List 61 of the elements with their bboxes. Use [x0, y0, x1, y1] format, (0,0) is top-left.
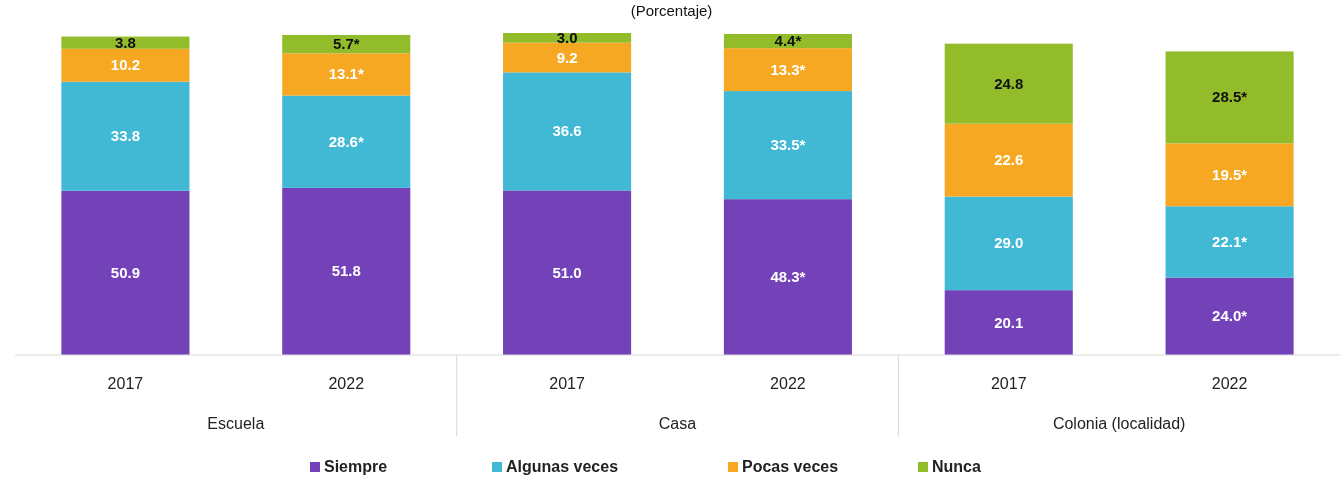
- bar: [1165, 51, 1294, 144]
- data-label: 13.3*: [770, 60, 806, 78]
- text: Colonia (localidad): [1052, 415, 1186, 432]
- bar: [61, 190, 190, 355]
- data-label: 48.3*: [770, 268, 806, 286]
- data-label: 51.0: [552, 263, 582, 281]
- bar: [723, 199, 852, 355]
- data-label: 13.1*: [328, 65, 364, 83]
- legend-label: Nunca: [932, 458, 981, 475]
- data-label: 4.4*: [774, 32, 802, 50]
- data-label: 3.8: [114, 33, 136, 51]
- data-label: 28.6*: [328, 132, 364, 150]
- legend-label: Pocas veces: [742, 458, 839, 475]
- x-tick-label: 2017: [107, 375, 144, 392]
- data-label: 33.8: [110, 127, 141, 145]
- data-label: 5.7*: [332, 35, 360, 53]
- bar: [944, 43, 1073, 124]
- data-label: 29.0: [994, 234, 1024, 252]
- data-label: 19.5*: [1212, 165, 1248, 183]
- data-label: 24.0*: [1212, 307, 1248, 325]
- data-label: 50.9: [110, 263, 141, 281]
- bar: [282, 34, 411, 54]
- bar: [723, 33, 852, 49]
- bar: [61, 81, 190, 191]
- bar: [944, 196, 1073, 291]
- data-label: 51.8: [331, 262, 361, 280]
- data-label: 20.1: [994, 313, 1024, 331]
- data-label: 10.2: [110, 56, 141, 74]
- bar: [503, 72, 632, 191]
- data-label: 3.0: [556, 28, 578, 46]
- bar: [1165, 206, 1294, 278]
- data-label: 22.1*: [1212, 232, 1248, 250]
- bar: [1165, 277, 1294, 355]
- data-label: 22.6: [994, 151, 1024, 169]
- chart-title: (Porcentaje): [630, 2, 713, 19]
- x-tick-label: 2022: [328, 375, 365, 392]
- x-tick-label: 2022: [1211, 375, 1248, 392]
- data-label: 28.5*: [1212, 88, 1248, 106]
- data-label: 33.5*: [770, 136, 806, 154]
- bar: [282, 95, 411, 188]
- bar: [944, 123, 1073, 197]
- bar: [503, 42, 632, 73]
- x-tick-label: 2017: [990, 375, 1027, 392]
- text: Casa: [658, 415, 697, 432]
- x-tick-label: 2022: [770, 375, 806, 392]
- data-label: 9.2: [556, 48, 578, 66]
- bar: [503, 190, 632, 355]
- bar: [944, 290, 1073, 355]
- x-tick-label: 2017: [549, 375, 585, 392]
- bar: [61, 48, 190, 82]
- bar: [282, 187, 411, 355]
- bar: [282, 53, 411, 96]
- legend-label: Siempre: [324, 458, 388, 475]
- bar: [723, 91, 852, 200]
- data-label: 36.6: [552, 122, 582, 140]
- bar: [503, 33, 632, 43]
- bar: [1165, 143, 1294, 207]
- bar: [723, 48, 852, 92]
- text: Escuela: [207, 415, 265, 432]
- legend-label: Algunas veces: [506, 458, 619, 475]
- data-label: 24.8: [994, 74, 1024, 92]
